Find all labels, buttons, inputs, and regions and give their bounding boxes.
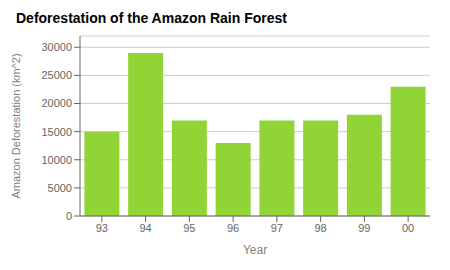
svg-text:97: 97 — [271, 222, 283, 234]
svg-text:0: 0 — [66, 210, 72, 222]
svg-text:Year: Year — [243, 243, 267, 257]
html-text:Deforestation of the Amazon Ra: Deforestation of the Amazon Rain Forest — [16, 10, 287, 26]
svg-text:30000: 30000 — [41, 41, 72, 53]
svg-text:94: 94 — [140, 222, 152, 234]
svg-text:15000: 15000 — [41, 126, 72, 138]
svg-text:10000: 10000 — [41, 154, 72, 166]
svg-text:5000: 5000 — [48, 182, 72, 194]
svg-text:96: 96 — [227, 222, 239, 234]
svg-text:98: 98 — [315, 222, 327, 234]
svg-text:25000: 25000 — [41, 69, 72, 81]
svg-text:93: 93 — [96, 222, 108, 234]
svg-text:99: 99 — [358, 222, 370, 234]
svg-text:Amazon Deforestation (km^2): Amazon Deforestation (km^2) — [10, 53, 22, 198]
svg-text:95: 95 — [183, 222, 195, 234]
svg-text:00: 00 — [402, 222, 414, 234]
svg-text:20000: 20000 — [41, 97, 72, 109]
